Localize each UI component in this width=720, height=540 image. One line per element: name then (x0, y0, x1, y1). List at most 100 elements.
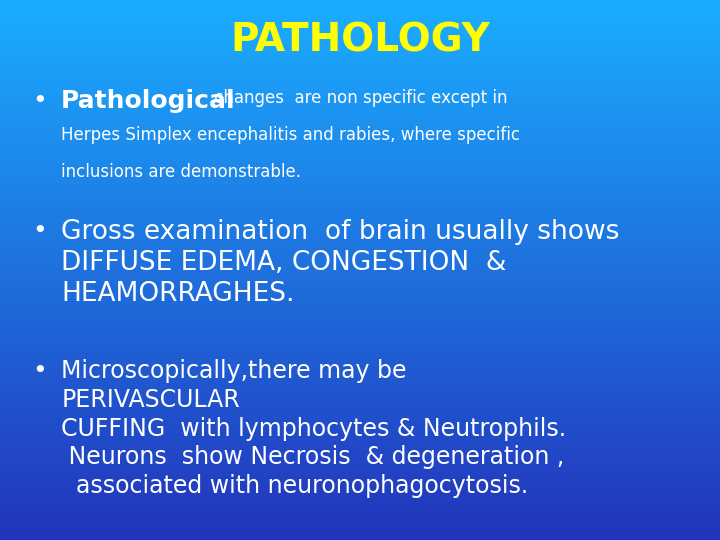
Bar (0, 415, 720, 416)
Bar (0, 18, 720, 19)
Bar (0, 433, 720, 434)
Bar (0, 28, 720, 29)
Bar (0, 111, 720, 112)
Bar (0, 126, 720, 127)
Bar (0, 278, 720, 279)
Bar (0, 200, 720, 201)
Bar (0, 342, 720, 343)
Bar (0, 283, 720, 284)
Bar (0, 139, 720, 140)
Bar (0, 98, 720, 99)
Bar (0, 293, 720, 294)
Bar (0, 498, 720, 499)
Bar (0, 265, 720, 266)
Bar (0, 52, 720, 53)
Bar (0, 103, 720, 104)
Bar (0, 419, 720, 420)
Bar (0, 173, 720, 174)
Bar (0, 79, 720, 80)
Bar (0, 140, 720, 141)
Bar (0, 213, 720, 214)
Bar (0, 511, 720, 512)
Bar (0, 514, 720, 515)
Bar (0, 318, 720, 319)
Bar (0, 149, 720, 150)
Bar (0, 349, 720, 350)
Bar (0, 251, 720, 252)
Bar (0, 529, 720, 530)
Bar (0, 25, 720, 26)
Bar (0, 42, 720, 43)
Bar (0, 218, 720, 219)
Bar (0, 267, 720, 268)
Bar (0, 328, 720, 329)
Bar (0, 469, 720, 470)
Bar (0, 370, 720, 372)
Bar (0, 372, 720, 373)
Bar (0, 416, 720, 417)
Bar (0, 401, 720, 402)
Bar (0, 444, 720, 445)
Bar (0, 82, 720, 83)
Bar (0, 538, 720, 539)
Bar (0, 440, 720, 441)
Bar (0, 394, 720, 395)
Bar (0, 39, 720, 40)
Bar (0, 258, 720, 259)
Bar (0, 147, 720, 148)
Bar (0, 180, 720, 181)
Bar (0, 50, 720, 51)
Bar (0, 124, 720, 125)
Bar (0, 158, 720, 159)
Bar (0, 227, 720, 228)
Bar (0, 246, 720, 247)
Bar (0, 517, 720, 518)
Bar (0, 22, 720, 23)
Bar (0, 405, 720, 406)
Bar (0, 475, 720, 476)
Bar (0, 410, 720, 411)
Bar (0, 364, 720, 365)
Bar (0, 238, 720, 239)
Bar (0, 195, 720, 197)
Text: •: • (32, 359, 47, 383)
Bar (0, 366, 720, 367)
Bar (0, 326, 720, 327)
Bar (0, 166, 720, 167)
Bar (0, 70, 720, 71)
Bar (0, 26, 720, 27)
Bar (0, 161, 720, 162)
Bar (0, 91, 720, 92)
Bar (0, 460, 720, 461)
Bar (0, 269, 720, 270)
Bar (0, 114, 720, 116)
Bar (0, 380, 720, 381)
Bar (0, 461, 720, 462)
Bar (0, 81, 720, 82)
Bar (0, 215, 720, 216)
Bar (0, 57, 720, 58)
Bar (0, 490, 720, 491)
Bar (0, 225, 720, 226)
Bar (0, 359, 720, 360)
Bar (0, 66, 720, 67)
Bar (0, 168, 720, 170)
Bar (0, 316, 720, 318)
Bar (0, 179, 720, 180)
Bar (0, 539, 720, 540)
Bar (0, 280, 720, 281)
Bar (0, 322, 720, 323)
Bar (0, 537, 720, 538)
Bar (0, 181, 720, 183)
Bar (0, 455, 720, 456)
Bar (0, 530, 720, 531)
Bar (0, 501, 720, 502)
Bar (0, 507, 720, 508)
Bar (0, 399, 720, 400)
Bar (0, 403, 720, 404)
Bar (0, 210, 720, 211)
Bar (0, 353, 720, 354)
Bar (0, 36, 720, 37)
Bar (0, 138, 720, 139)
Bar (0, 131, 720, 132)
